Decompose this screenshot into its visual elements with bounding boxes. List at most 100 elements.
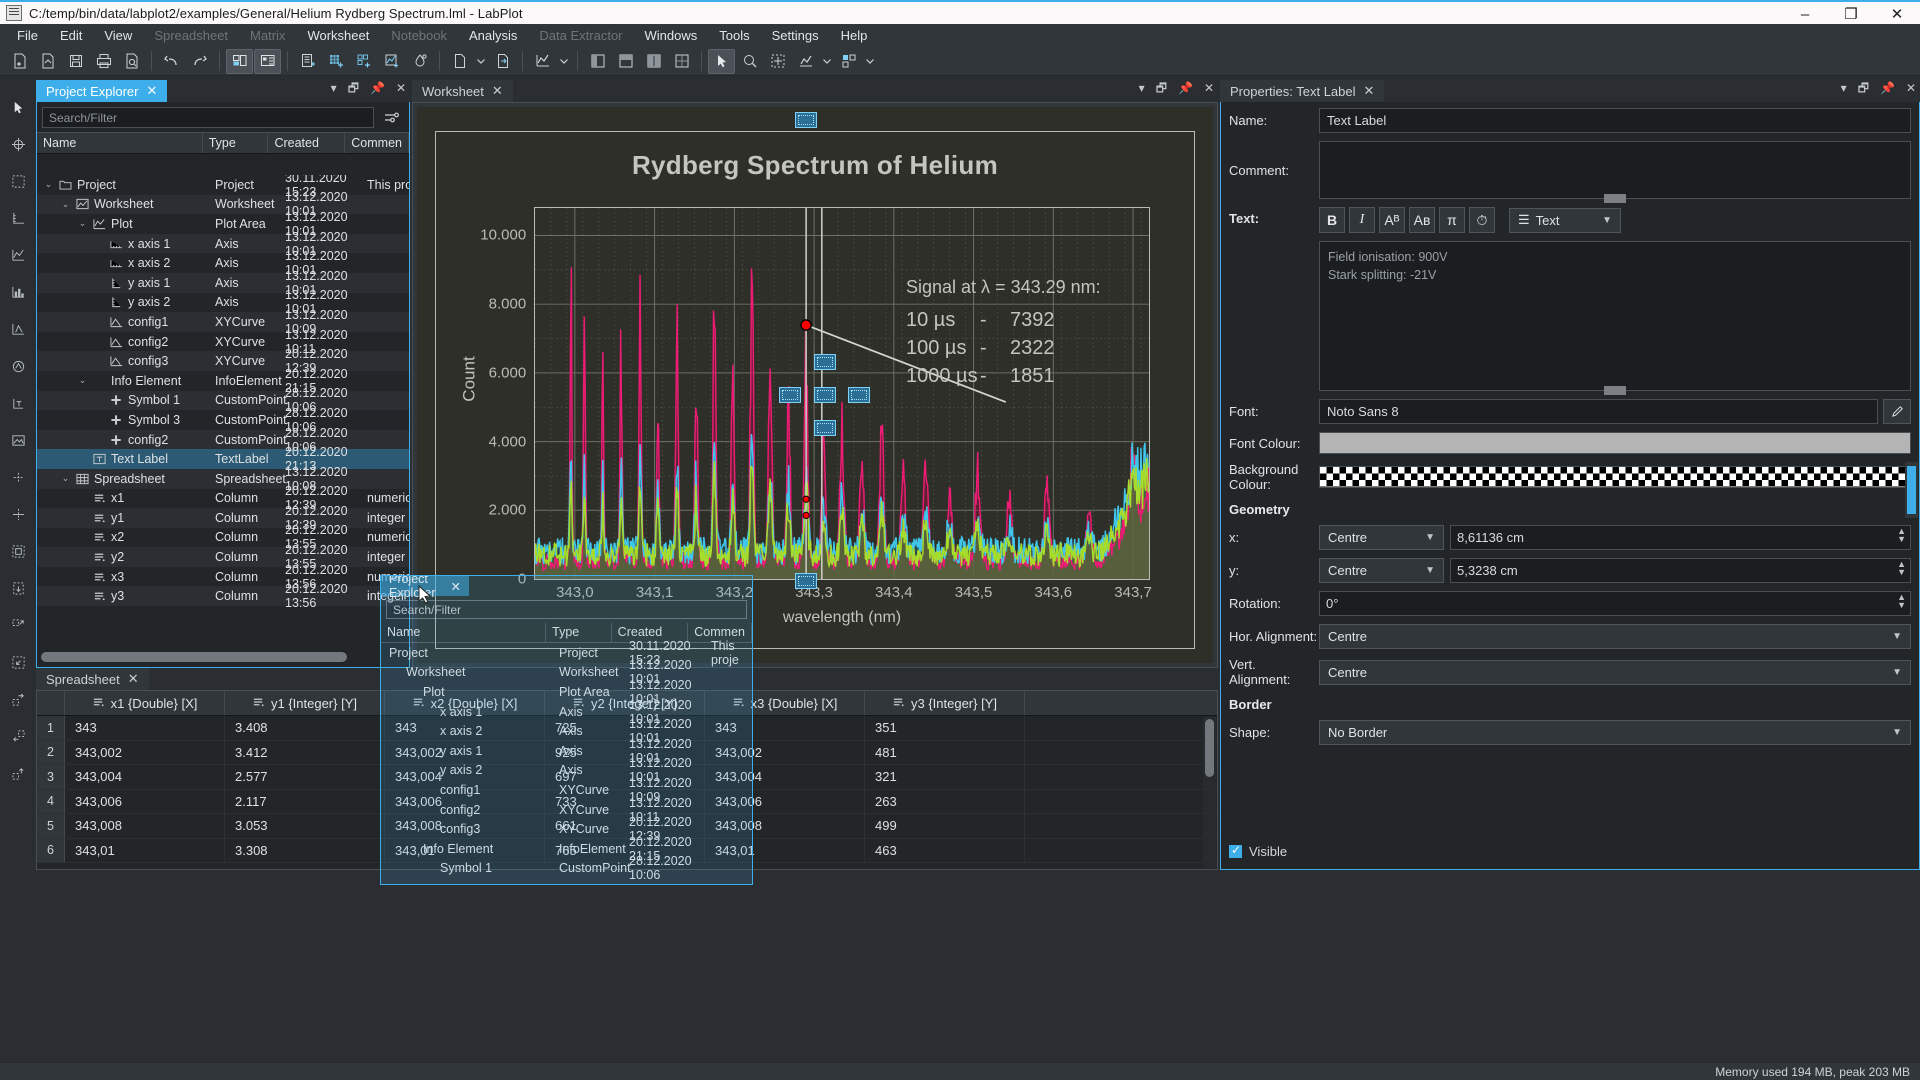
- curve-tool-icon[interactable]: [5, 242, 31, 268]
- legend-tool-icon[interactable]: [5, 353, 31, 379]
- layout-grid-icon[interactable]: [668, 49, 695, 74]
- mouse-mode-chevron-icon[interactable]: [863, 49, 877, 74]
- spreadsheet-column-header[interactable]: y2 {Integer} [Y]: [545, 691, 705, 715]
- selection-handle-top-mid[interactable]: [814, 354, 836, 370]
- boxplot-tool-icon[interactable]: [5, 316, 31, 342]
- visible-row[interactable]: Visible: [1229, 843, 1287, 859]
- spreadsheet-cell[interactable]: 343,002: [385, 740, 545, 764]
- shift-up-tool-icon[interactable]: [5, 760, 31, 786]
- tab-properties[interactable]: Properties: Text Label ✕: [1220, 80, 1385, 102]
- menu-windows[interactable]: Windows: [644, 28, 698, 43]
- spreadsheet-cell[interactable]: 263: [865, 789, 1025, 813]
- greek-symbol-button[interactable]: π: [1439, 207, 1465, 233]
- tree-row[interactable]: ⌄ Plot Plot Area 13.12.2020 10:01: [37, 210, 409, 238]
- maximize-button[interactable]: ❐: [1844, 6, 1858, 23]
- spreadsheet-cell[interactable]: 2.577: [225, 765, 385, 789]
- reference-line-tool-icon[interactable]: [5, 501, 31, 527]
- tree-row[interactable]: y2 Column 20.12.2020 13:55 integer da: [37, 543, 409, 571]
- project-explorer-hscrollbar[interactable]: [41, 652, 405, 662]
- select-tool-icon[interactable]: [5, 94, 31, 120]
- spreadsheet-cell[interactable]: 3.412: [225, 740, 385, 764]
- font-input[interactable]: Noto Sans 8: [1319, 399, 1878, 424]
- crosshair-icon[interactable]: [764, 49, 791, 74]
- menu-help[interactable]: Help: [840, 28, 868, 43]
- spreadsheet-cell[interactable]: 343,01: [65, 838, 225, 862]
- superscript-button[interactable]: Aᴮ: [1379, 207, 1405, 233]
- spreadsheet-column-header[interactable]: y1 {Integer} [Y]: [225, 691, 385, 715]
- spreadsheet-row[interactable]: 1 343 3.408 343 725 343 351: [37, 716, 1217, 741]
- close-icon[interactable]: ✕: [450, 579, 461, 594]
- spreadsheet-row[interactable]: 3 343,004 2.577 343,004 697 343,004 321: [37, 765, 1217, 790]
- expand-toggle-icon[interactable]: ⌄: [78, 218, 87, 229]
- save-project-icon[interactable]: [62, 49, 89, 74]
- spreadsheet-cell[interactable]: 733: [545, 789, 705, 813]
- spreadsheet-cell[interactable]: 481: [865, 740, 1025, 764]
- spreadsheet-cell[interactable]: 925: [545, 740, 705, 764]
- row-number[interactable]: 1: [37, 716, 65, 740]
- menu-view[interactable]: View: [104, 28, 133, 43]
- shift-right-tool-icon[interactable]: [5, 686, 31, 712]
- new-spreadsheet-icon[interactable]: [294, 49, 321, 74]
- redo-icon[interactable]: [186, 49, 213, 74]
- spreadsheet-cell[interactable]: 343: [705, 716, 865, 740]
- tree-row[interactable]: Symbol 1 CustomPoint 28.12.2020 10:06: [37, 386, 409, 414]
- dock-menu-chevron-icon[interactable]: ▾: [1840, 81, 1847, 95]
- tree-row[interactable]: Symbol 3 CustomPoint 28.12.2020 10:06: [37, 406, 409, 434]
- layout-horizontal-icon[interactable]: [640, 49, 667, 74]
- spreadsheet-column-header[interactable]: x3 {Double} [X]: [705, 691, 865, 715]
- region-tool-icon[interactable]: [5, 168, 31, 194]
- new-project-icon[interactable]: [6, 49, 33, 74]
- new-workbook-icon[interactable]: [350, 49, 377, 74]
- print-icon[interactable]: [90, 49, 117, 74]
- close-icon[interactable]: ✕: [127, 671, 139, 686]
- spreadsheet-row[interactable]: 2 343,002 3.412 343,002 925 343,002 481: [37, 740, 1217, 765]
- spreadsheet-cell[interactable]: 661: [545, 814, 705, 838]
- plot-area[interactable]: Rydberg Spectrum of Helium Count wavelen…: [435, 131, 1195, 649]
- plot-axes[interactable]: Count wavelength (nm) 0 2.000 4.000 6.000 8.…: [460, 207, 1152, 626]
- axis-tool-icon[interactable]: [5, 205, 31, 231]
- menu-analysis[interactable]: Analysis: [469, 28, 518, 43]
- tree-row[interactable]: Text Label TextLabel 20.12.2020 21:13: [37, 445, 409, 473]
- tree-row[interactable]: y axis 2 Axis 13.12.2020 10:01: [37, 288, 409, 316]
- close-icon[interactable]: ✕: [491, 83, 503, 98]
- expand-toggle-icon[interactable]: ⌄: [44, 179, 53, 190]
- float-icon[interactable]: 🗗: [347, 81, 359, 95]
- font-colour-swatch[interactable]: [1319, 432, 1911, 454]
- spreadsheet-row[interactable]: 4 343,006 2.117 343,006 733 343,006 263: [37, 789, 1217, 814]
- spreadsheet-cell[interactable]: 343,006: [705, 789, 865, 813]
- spreadsheet-cell[interactable]: 343,008: [65, 814, 225, 838]
- worksheet-canvas[interactable]: Rydberg Spectrum of Helium Count wavelen…: [417, 107, 1213, 663]
- layout-vertical-icon[interactable]: [612, 49, 639, 74]
- tree-row[interactable]: y1 Column 20.12.2020 12:39 integer da: [37, 504, 409, 532]
- row-number[interactable]: 2: [37, 740, 65, 764]
- import-file-icon[interactable]: [446, 49, 473, 74]
- float-icon[interactable]: 🗗: [1857, 81, 1869, 95]
- floating-search-input[interactable]: Search/Filter: [386, 600, 747, 619]
- expand-toggle-icon[interactable]: ⌄: [78, 375, 87, 386]
- import-menu-chevron-icon[interactable]: [474, 49, 488, 74]
- selection-handle-center[interactable]: [814, 387, 836, 403]
- spreadsheet-column-header[interactable]: x2 {Double} [X]: [385, 691, 545, 715]
- spreadsheet-cell[interactable]: 697: [545, 765, 705, 789]
- spinner-arrows-icon[interactable]: ▲ ▼: [1897, 559, 1906, 577]
- column-header-created[interactable]: Created: [268, 133, 346, 153]
- filter-options-icon[interactable]: [380, 107, 404, 128]
- spreadsheet-cell[interactable]: 343,01: [385, 838, 545, 862]
- spreadsheet-row[interactable]: 5 343,008 3.053 343,008 661 343,008 499: [37, 814, 1217, 839]
- name-input[interactable]: Text Label: [1319, 108, 1911, 133]
- minimize-button[interactable]: –: [1800, 5, 1810, 23]
- italic-button[interactable]: I: [1349, 207, 1375, 233]
- spinner-arrows-icon[interactable]: ▲ ▼: [1897, 526, 1906, 544]
- spreadsheet-cell[interactable]: 3.308: [225, 838, 385, 862]
- pen-icon[interactable]: [1883, 399, 1911, 424]
- spreadsheet-row[interactable]: 6 343,01 3.308 343,01 765 343,01 463: [37, 838, 1217, 863]
- crosshair-tool-icon[interactable]: [5, 131, 31, 157]
- tree-row[interactable]: y axis 1 Axis 13.12.2020 10:01: [37, 269, 409, 297]
- y-anchor-combo[interactable]: Centre ▼: [1319, 558, 1444, 583]
- spreadsheet-cell[interactable]: 343,006: [65, 789, 225, 813]
- background-colour-swatch[interactable]: [1319, 466, 1911, 488]
- zoom-shrink-tool-icon[interactable]: [5, 649, 31, 675]
- resize-grip[interactable]: [1604, 194, 1626, 203]
- magnification-icon[interactable]: [792, 49, 819, 74]
- menu-tools[interactable]: Tools: [719, 28, 750, 43]
